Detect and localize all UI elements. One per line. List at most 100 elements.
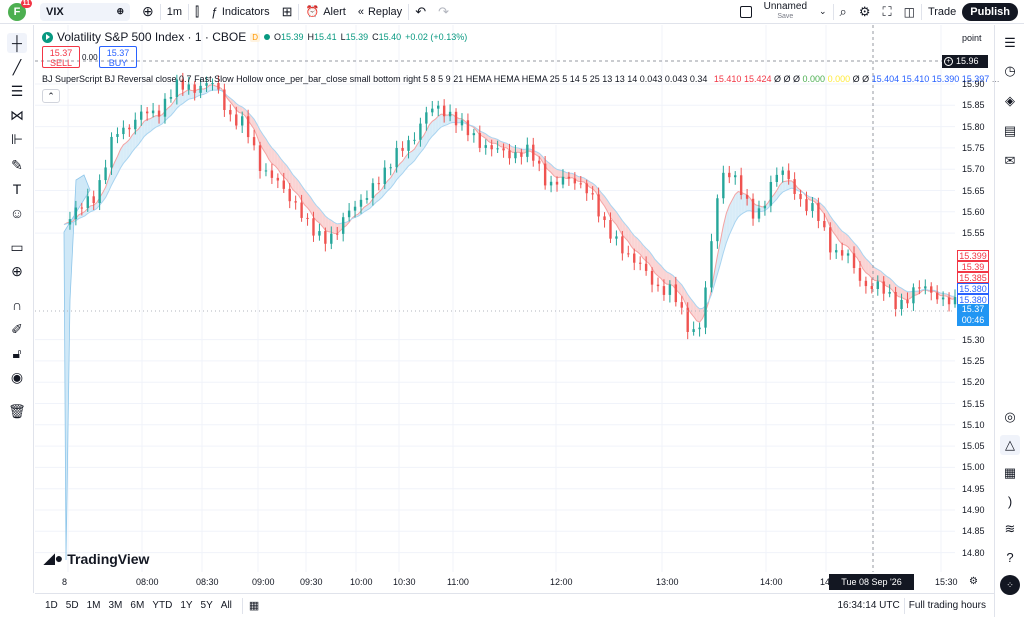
quick-search-icon[interactable]: ⌕ — [839, 3, 847, 19]
indicators-button[interactable]: ƒ Indicators — [205, 0, 275, 24]
band-segment — [663, 269, 667, 285]
y-tick-label: 15.20 — [962, 377, 985, 388]
rss-icon[interactable]: ) — [1007, 493, 1013, 509]
band-segment — [521, 149, 525, 154]
layout-name[interactable]: Unnamed Save — [758, 0, 813, 24]
symbol-search[interactable]: VIX ⊕ — [40, 2, 130, 21]
redo-icon[interactable]: ↷ — [438, 3, 449, 19]
candle-body — [668, 284, 672, 295]
band-segment — [126, 139, 130, 160]
range-button[interactable]: All — [220, 600, 232, 611]
brush-icon[interactable]: ✎ — [11, 156, 23, 173]
alert-button[interactable]: ⏰ Alert — [299, 0, 351, 24]
lock-drawings-icon[interactable]: ✐ — [11, 320, 23, 337]
band-segment — [851, 239, 855, 255]
magnet-icon[interactable]: ∩ — [11, 297, 23, 313]
emoji-icon[interactable]: ☺ — [9, 205, 25, 221]
range-button[interactable]: 3M — [108, 600, 123, 611]
candle-body — [799, 193, 802, 200]
trend-line-icon[interactable]: ╱ — [12, 58, 22, 75]
sound-icon[interactable]: ≋ — [1004, 521, 1016, 536]
x-tick-label: 14:00 — [760, 577, 783, 587]
layers-icon[interactable]: ◈ — [1005, 93, 1015, 108]
user-avatar[interactable]: F 11 — [8, 0, 32, 21]
chat-icon[interactable]: ✉ — [1004, 153, 1016, 168]
lock-icon[interactable]: 🔓︎ — [12, 344, 22, 361]
y-tick-label: 15.00 — [962, 462, 985, 473]
trash-icon[interactable]: 🗑︎ — [8, 402, 26, 419]
trade-button[interactable]: Trade — [927, 5, 957, 18]
gear-icon[interactable]: ⚙ — [858, 3, 871, 19]
candle-body — [74, 207, 78, 220]
add-symbol-icon[interactable]: ⊕ — [116, 6, 124, 16]
target-icon[interactable]: ◎ — [1004, 409, 1016, 424]
candle-body — [870, 286, 874, 289]
axis-settings-icon[interactable]: ⚙ — [969, 576, 978, 587]
projection-icon[interactable]: ⊩ — [10, 130, 24, 147]
indicator-legend[interactable]: BJ SuperScript BJ Reversal close 0.7 Fas… — [42, 74, 1000, 84]
replay-button[interactable]: «Replay — [352, 0, 408, 24]
select-checkbox[interactable] — [734, 0, 758, 24]
session-selector[interactable]: Full trading hours — [908, 600, 986, 611]
interval-button[interactable]: 1m — [166, 5, 183, 18]
band-segment — [732, 194, 736, 229]
candle-body — [751, 198, 755, 219]
range-button[interactable]: 1M — [86, 600, 101, 611]
fib-icon[interactable]: ☰ — [10, 82, 24, 99]
alert-label: Alert — [323, 5, 346, 18]
zoom-in-icon[interactable]: ⊕ — [11, 262, 23, 279]
band-segment — [634, 235, 638, 252]
compare-button[interactable]: ⊕ — [142, 3, 154, 19]
news-icon[interactable]: ▤ — [1003, 123, 1017, 138]
band-segment — [239, 105, 243, 114]
band-segment — [690, 298, 694, 317]
candle-body — [401, 147, 404, 151]
help-icon[interactable]: ? — [1006, 549, 1014, 565]
chart-type-icon[interactable]: ⫿ — [195, 3, 200, 19]
price-chart[interactable] — [35, 25, 993, 593]
symbol-title[interactable]: Volatility S&P 500 Index · 1 · CBOE — [57, 30, 247, 44]
alerts-clock-icon[interactable]: ◷ — [1004, 63, 1016, 78]
sell-button[interactable]: 15.37 SELL — [42, 46, 80, 68]
left-spike — [63, 174, 91, 561]
camera-icon[interactable]: ◫ — [903, 4, 915, 19]
buy-button[interactable]: 15.37 BUY — [99, 46, 137, 68]
candle-body — [175, 79, 179, 98]
watchlist-icon[interactable]: ☰ — [1004, 35, 1016, 50]
apps-grid-icon[interactable]: ⁘ — [1000, 575, 1020, 595]
indicator-price-tag: 15.385 — [957, 272, 989, 283]
pine-icon[interactable]: △ — [1000, 435, 1020, 455]
band-segment — [271, 147, 275, 166]
scale-mode-label[interactable]: point — [962, 33, 982, 43]
text-icon[interactable]: T — [12, 181, 22, 197]
band-segment — [874, 267, 878, 281]
ohlc-close: C15.40 — [372, 32, 402, 42]
collapse-legend-button[interactable]: ⌃ — [42, 89, 60, 103]
ruler-icon[interactable]: ▭ — [10, 238, 24, 255]
utc-clock[interactable]: 16:34:14 UTC — [837, 600, 900, 611]
range-button[interactable]: 1Y — [180, 600, 193, 611]
publish-button[interactable]: Publish — [962, 2, 1018, 21]
layout-grid-icon[interactable]: ⊞ — [281, 3, 293, 19]
fullscreen-icon[interactable]: ⛶ — [882, 3, 892, 19]
range-button[interactable]: 1D — [45, 600, 58, 611]
range-button[interactable]: 6M — [130, 600, 145, 611]
calendar-icon[interactable]: ▦ — [1003, 465, 1017, 480]
band-segment — [833, 220, 837, 237]
candle-body — [520, 152, 523, 157]
range-button[interactable]: 5Y — [200, 600, 213, 611]
chevron-down-icon[interactable]: ⌄ — [819, 6, 827, 16]
date-range-icon[interactable]: ▦ — [248, 600, 260, 612]
range-button[interactable]: 5D — [65, 600, 79, 611]
market-status-icon[interactable] — [42, 31, 53, 43]
candle-body — [389, 167, 392, 169]
eye-icon[interactable]: ◉ — [10, 368, 24, 385]
tradingview-logo[interactable]: ◢● TradingView — [44, 550, 150, 567]
candle-body — [413, 139, 416, 141]
pattern-icon[interactable]: ⋈ — [10, 106, 24, 123]
candle-body — [603, 216, 606, 221]
crosshair-icon[interactable]: ┼ — [7, 33, 27, 53]
candle-body — [935, 292, 939, 300]
undo-icon[interactable]: ↶ — [415, 3, 427, 19]
range-button[interactable]: YTD — [152, 600, 173, 611]
